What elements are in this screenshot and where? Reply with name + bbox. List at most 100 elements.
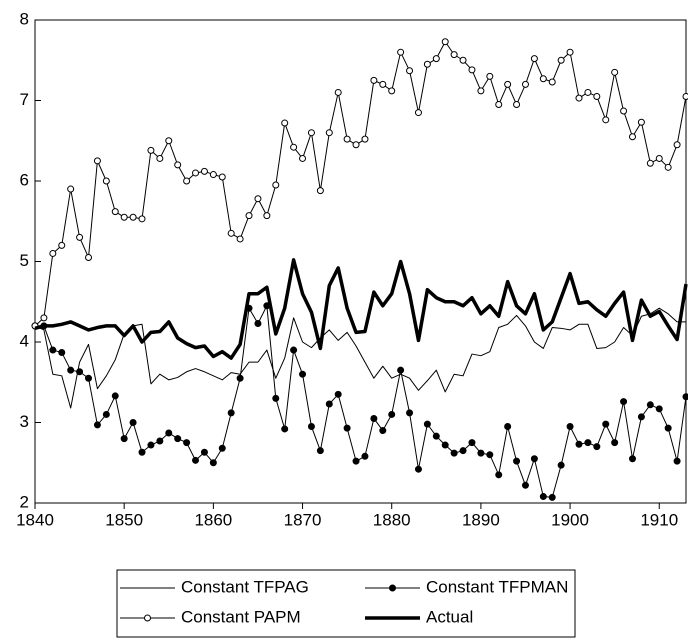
point: [423, 420, 431, 428]
point: [227, 409, 235, 417]
point: [236, 374, 244, 382]
legend-label: Actual: [426, 607, 473, 626]
legend-marker: [144, 614, 151, 622]
point: [343, 135, 351, 143]
point: [548, 493, 556, 501]
point: [272, 181, 280, 189]
point: [557, 56, 565, 64]
point: [183, 439, 191, 447]
point: [450, 449, 458, 457]
point: [316, 447, 324, 455]
x-tick-label: 1840: [16, 510, 54, 529]
y-tick-label: 8: [20, 9, 29, 28]
point: [397, 48, 405, 56]
point: [254, 319, 262, 327]
point: [441, 38, 449, 46]
point: [664, 163, 672, 171]
y-tick-label: 7: [20, 90, 29, 109]
point: [441, 441, 449, 449]
y-tick-label: 3: [20, 412, 29, 431]
point: [682, 393, 688, 401]
point: [334, 88, 342, 96]
point: [423, 60, 431, 68]
point: [566, 48, 574, 56]
point: [156, 437, 164, 445]
legend-label: Constant TFPAG: [181, 577, 309, 596]
point: [147, 441, 155, 449]
point: [655, 405, 663, 413]
point: [290, 346, 298, 354]
point: [459, 56, 467, 64]
point: [334, 390, 342, 398]
y-tick-label: 5: [20, 251, 29, 270]
point: [307, 423, 315, 431]
point: [370, 414, 378, 422]
point: [495, 101, 503, 109]
point: [111, 392, 119, 400]
point: [682, 92, 688, 100]
point: [414, 465, 422, 473]
point: [49, 346, 57, 354]
legend-marker: [389, 584, 396, 592]
x-tick-label: 1870: [284, 510, 322, 529]
point: [245, 212, 253, 220]
point: [388, 410, 396, 418]
point: [628, 455, 636, 463]
point: [432, 55, 440, 63]
point: [76, 233, 84, 241]
point: [673, 141, 681, 149]
point: [174, 435, 182, 443]
point: [67, 185, 75, 193]
point: [307, 129, 315, 137]
point: [40, 314, 48, 322]
point: [370, 76, 378, 84]
point: [504, 423, 512, 431]
point: [316, 187, 324, 195]
x-tick-label: 1860: [194, 510, 232, 529]
point: [548, 78, 556, 86]
point: [218, 173, 226, 181]
point: [628, 133, 636, 141]
point: [325, 129, 333, 137]
point: [539, 75, 547, 83]
point: [557, 461, 565, 469]
y-tick-label: 2: [20, 492, 29, 511]
x-tick-label: 1900: [551, 510, 589, 529]
x-tick-label: 1910: [640, 510, 678, 529]
point: [192, 169, 200, 177]
point: [174, 161, 182, 169]
legend-label: Constant TFPMAN: [426, 577, 568, 596]
legend-label: Constant PAPM: [181, 607, 301, 626]
point: [129, 419, 137, 426]
point: [521, 481, 529, 489]
point: [281, 425, 289, 433]
point: [209, 171, 217, 179]
point: [646, 159, 654, 167]
point: [486, 451, 494, 459]
point: [468, 66, 476, 74]
point: [299, 154, 307, 162]
point: [513, 101, 521, 109]
point: [76, 368, 84, 376]
point: [602, 116, 610, 124]
point: [263, 212, 271, 220]
point: [93, 421, 101, 429]
point: [254, 195, 262, 203]
point: [200, 448, 208, 456]
point: [513, 457, 521, 465]
point: [111, 208, 119, 216]
point: [147, 146, 155, 154]
y-tick-label: 6: [20, 170, 29, 189]
point: [58, 241, 66, 249]
point: [343, 424, 351, 432]
y-tick-label: 4: [20, 331, 29, 350]
point: [495, 471, 503, 479]
point: [637, 118, 645, 126]
series-line: [34, 41, 687, 327]
point: [58, 348, 66, 356]
x-tick-label: 1890: [462, 510, 500, 529]
point: [477, 449, 485, 457]
point: [611, 439, 619, 447]
point: [67, 366, 75, 374]
point: [325, 400, 333, 408]
